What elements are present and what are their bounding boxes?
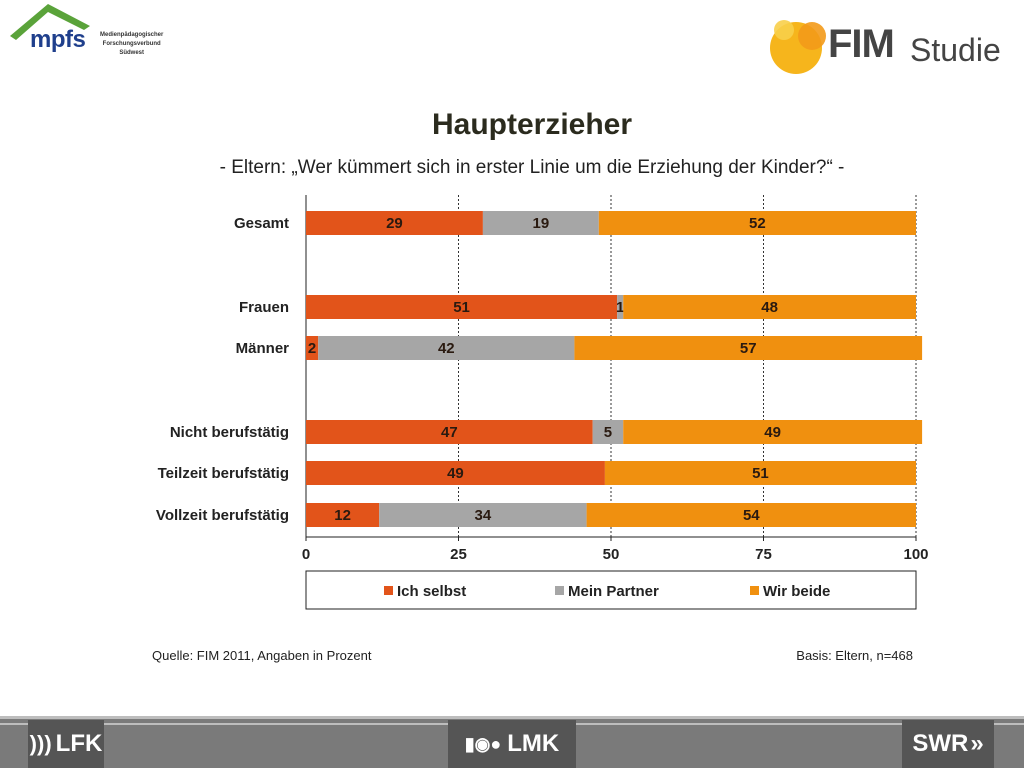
chart-subtitle: - Eltern: „Wer kümmert sich in erster Li… (219, 157, 845, 178)
x-tick-label: 100 (903, 546, 928, 563)
category-label: Teilzeit berufstätig (158, 465, 289, 482)
data-label: 57 (740, 340, 757, 357)
bar-segment (574, 336, 923, 360)
x-tick-label: 75 (755, 546, 772, 563)
x-tick-label: 0 (302, 546, 310, 563)
mpfs-logo-subtext: Medienpädagogischer Forschungsverbund Sü… (100, 32, 164, 56)
data-label: 42 (438, 340, 455, 357)
category-label: Vollzeit berufstätig (156, 507, 289, 524)
source-note: Quelle: FIM 2011, Angaben in Prozent (152, 648, 372, 663)
data-label: 1 (616, 299, 624, 316)
data-label: 19 (533, 215, 550, 232)
lmk-logo: ▮◉● LMK (448, 720, 576, 768)
bar-segment (592, 420, 624, 444)
bar-segment (306, 461, 605, 485)
legend-label: Wir beide (763, 583, 830, 600)
mpfs-logo-text: mpfs (30, 26, 86, 53)
data-label: 34 (475, 507, 492, 524)
legend-label: Mein Partner (568, 583, 659, 600)
data-label: 49 (764, 424, 781, 441)
bar-segment (623, 295, 916, 319)
data-label: 54 (743, 507, 760, 524)
bar-segment (623, 420, 923, 444)
data-label: 47 (441, 424, 458, 441)
legend-swatch (555, 586, 564, 595)
bar-segment (306, 295, 618, 319)
category-label: Frauen (239, 299, 289, 316)
data-label: 51 (453, 299, 470, 316)
sun-circles-icon (770, 20, 826, 74)
bar-segment (306, 211, 483, 235)
bar-segment (482, 211, 599, 235)
bar-segment (306, 503, 380, 527)
legend-swatch (384, 586, 393, 595)
legend-swatch (750, 586, 759, 595)
bar-segment (318, 336, 575, 360)
data-label: 12 (334, 507, 351, 524)
studie-logo-text: Studie (910, 32, 1001, 68)
basis-note: Basis: Eltern, n=468 (796, 648, 913, 663)
category-label: Männer (236, 340, 290, 357)
bar-segment (598, 211, 916, 235)
bar-segment (617, 295, 624, 319)
data-label: 49 (447, 465, 464, 482)
data-label: 52 (749, 215, 766, 232)
bar-segment (306, 420, 593, 444)
footer-divider (0, 716, 1024, 719)
data-label: 2 (308, 340, 316, 357)
swr-logo: SWR» (902, 720, 994, 768)
bar-segment (306, 336, 319, 360)
category-label: Gesamt (234, 215, 289, 232)
chart-title: Haupterzieher (431, 108, 633, 141)
data-label: 48 (761, 299, 778, 316)
x-tick-label: 25 (450, 546, 467, 563)
mpfs-logo: mpfs Medienpädagogischer Forschungsverbu… (6, 0, 176, 72)
footer-bar: ))) LFK ▮◉● LMK SWR» (0, 716, 1024, 768)
data-label: 5 (604, 424, 612, 441)
category-label: Nicht berufstätig (170, 424, 289, 441)
fim-studie-logo: FIM Studie (760, 10, 1020, 74)
legend-box (305, 570, 917, 610)
bar-segment (586, 503, 916, 527)
legend-label: Ich selbst (397, 583, 466, 600)
data-label: 51 (752, 465, 769, 482)
lfk-logo: ))) LFK (28, 720, 104, 768)
data-label: 29 (386, 215, 403, 232)
bar-segment (604, 461, 916, 485)
bar-segment (379, 503, 587, 527)
fim-logo-text: FIM (828, 22, 895, 66)
x-tick-label: 50 (603, 546, 620, 563)
roof-icon (10, 4, 90, 40)
